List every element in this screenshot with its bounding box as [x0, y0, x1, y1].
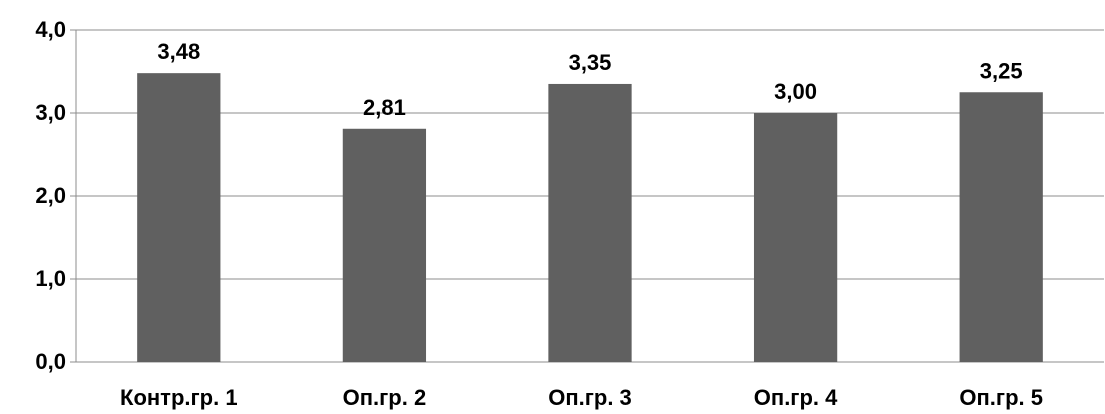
bar — [137, 73, 221, 362]
y-tick-label: 1,0 — [35, 266, 66, 291]
data-label: 2,81 — [363, 95, 406, 120]
y-tick-label: 4,0 — [35, 17, 66, 42]
bar — [753, 113, 838, 362]
bar — [342, 128, 427, 362]
bars-layer — [137, 73, 1043, 362]
data-label: 3,35 — [569, 50, 612, 75]
data-label: 3,25 — [980, 58, 1023, 83]
x-category-label: Оп.гр. 5 — [959, 385, 1043, 410]
data-label: 3,00 — [774, 79, 817, 104]
x-category-label: Контр.гр. 1 — [120, 385, 238, 410]
y-tick-label: 2,0 — [35, 183, 66, 208]
labels-layer: 0,0 1,0 2,0 3,0 4,0 3,48 Контр.гр. 1 2,81 Оп.гр.… — [35, 17, 1043, 410]
x-category-label: Оп.гр. 2 — [343, 385, 427, 410]
y-tick-label: 3,0 — [35, 100, 66, 125]
bar — [959, 92, 1043, 362]
x-category-label: Оп.гр. 3 — [548, 385, 632, 410]
x-category-label: Оп.гр. 4 — [754, 385, 838, 410]
data-label: 3,48 — [157, 39, 200, 64]
y-tick-label: 0,0 — [35, 349, 66, 374]
bar — [548, 83, 632, 362]
